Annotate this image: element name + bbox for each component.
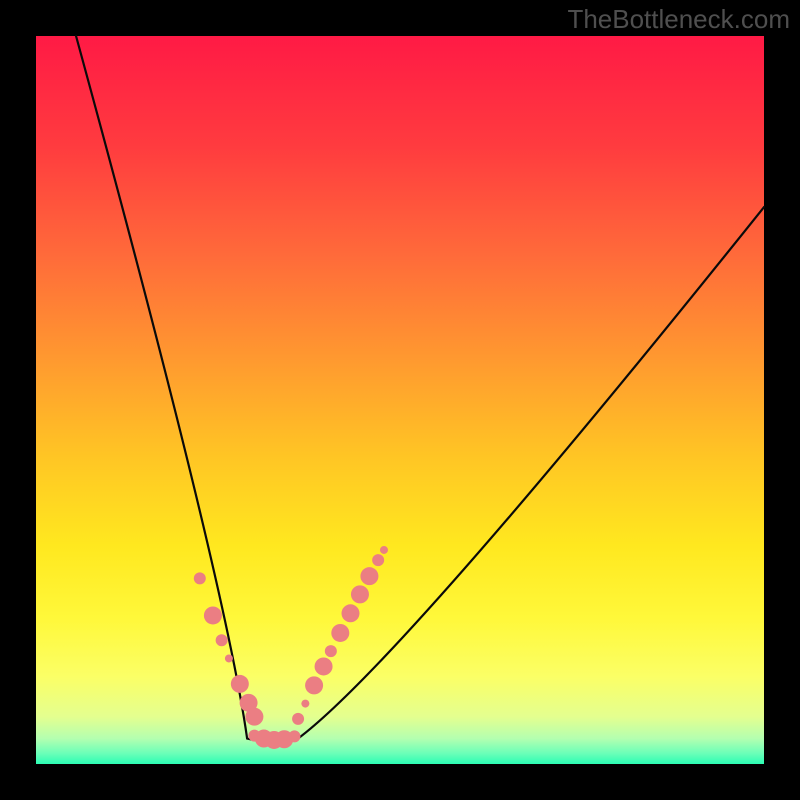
chart-frame: TheBottleneck.com: [0, 0, 800, 800]
watermark-text: TheBottleneck.com: [567, 4, 790, 35]
plot-area: [36, 36, 764, 764]
